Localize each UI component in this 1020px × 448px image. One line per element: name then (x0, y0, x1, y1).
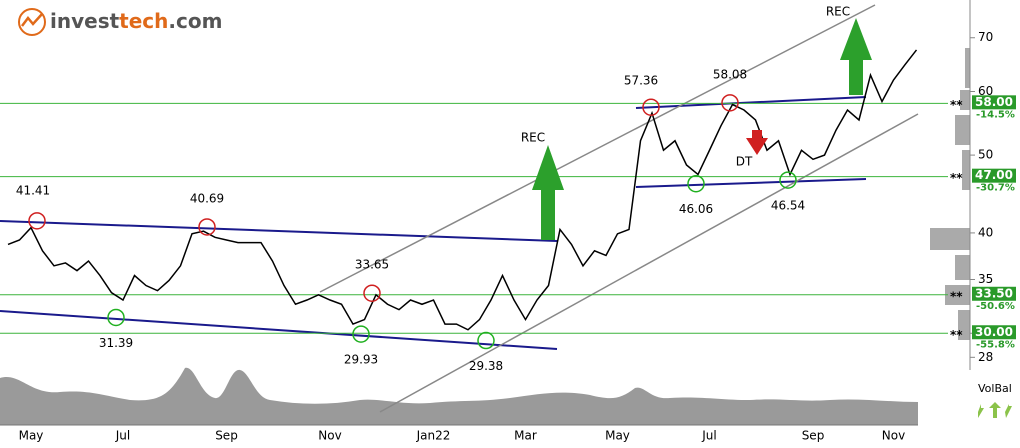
trough-label: 29.38 (469, 359, 503, 373)
level-marker: ** (950, 328, 963, 342)
y-tick-label: 60 (978, 84, 993, 98)
level-box (972, 95, 1016, 110)
peak-label: 58.08 (713, 67, 747, 81)
y-tick-label: 28 (978, 350, 993, 364)
y-tick-label: 70 (978, 30, 993, 44)
volbal-arrows (978, 402, 1012, 418)
x-tick-label: Jan22 (416, 429, 451, 443)
peak-marker (721, 94, 739, 112)
x-tick-label: Mar (514, 429, 537, 443)
y-tick-label: 35 (978, 272, 993, 286)
peak-marker (28, 212, 46, 230)
trough-marker (687, 174, 705, 193)
peak-label: 57.36 (624, 74, 658, 88)
signal-label: REC (826, 5, 850, 19)
trough-marker (477, 331, 495, 350)
level-label: 30.00 (975, 325, 1013, 339)
level-box (972, 325, 1016, 340)
peak-marker (363, 284, 381, 302)
logo: investtech.com (18, 8, 222, 36)
trough-label: 29.93 (344, 353, 378, 367)
trough-label: 46.06 (679, 202, 713, 216)
peak-label: 40.69 (190, 191, 224, 205)
volume-area (0, 367, 918, 425)
level-change: -55.8% (976, 339, 1015, 350)
logo-part: .com (168, 9, 222, 33)
trend-lines (0, 4, 919, 413)
volbal-label: VolBal (978, 382, 1012, 395)
peak-marker (198, 218, 216, 236)
signal-label: REC (521, 131, 545, 145)
level-box (972, 286, 1016, 301)
trough-label: 31.39 (99, 336, 133, 350)
trough-marker (779, 171, 797, 189)
buy-arrow (532, 145, 564, 240)
peak-label: 33.65 (355, 258, 389, 272)
level-change: -30.7% (976, 183, 1015, 194)
x-tick-label: May (605, 429, 630, 443)
trough-marker (107, 308, 125, 327)
x-tick-label: Jul (701, 429, 716, 443)
price-line (7, 49, 918, 331)
peak-marker (642, 98, 660, 116)
x-tick-label: Nov (318, 429, 341, 443)
y-tick-label: 40 (978, 225, 993, 239)
level-label: 47.00 (975, 168, 1013, 182)
sell-arrow (720, 130, 768, 155)
trough-label: 46.54 (771, 199, 805, 213)
volume-profile (930, 48, 970, 340)
buy-arrow (840, 18, 872, 95)
logo-text: investtech.com (50, 9, 222, 33)
signal-label: DT (736, 155, 753, 169)
level-label: 33.50 (975, 286, 1013, 300)
x-tick-label: Jul (115, 429, 130, 443)
x-tick-label: Sep (802, 429, 825, 443)
level-label: 58.00 (975, 95, 1013, 109)
logo-part: tech (119, 9, 168, 33)
peak-label: 41.41 (16, 183, 50, 197)
logo-part: invest (50, 9, 120, 33)
level-box (972, 168, 1016, 183)
x-tick-label: Nov (882, 429, 905, 443)
level-change: -50.6% (976, 301, 1015, 312)
level-marker: ** (950, 98, 963, 112)
y-tick-label: 50 (978, 148, 993, 162)
level-marker: ** (950, 171, 963, 185)
level-change: -14.5% (976, 109, 1015, 120)
x-tick-label: May (19, 429, 44, 443)
trough-marker (352, 325, 370, 343)
level-marker: ** (950, 289, 963, 303)
x-tick-label: Sep (215, 429, 238, 443)
